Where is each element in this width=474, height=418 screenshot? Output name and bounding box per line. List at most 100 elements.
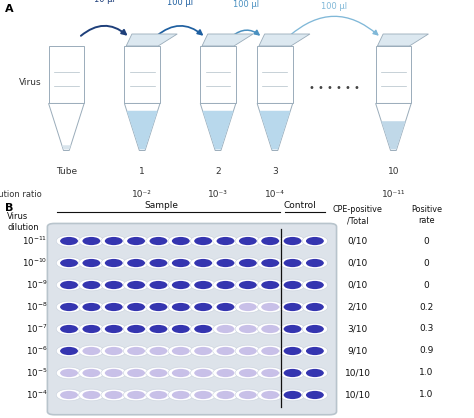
Circle shape	[302, 323, 328, 335]
Circle shape	[235, 257, 261, 269]
Circle shape	[127, 391, 145, 399]
Circle shape	[56, 235, 82, 247]
Circle shape	[239, 325, 257, 333]
Polygon shape	[200, 103, 236, 150]
Circle shape	[172, 325, 190, 333]
Circle shape	[239, 391, 257, 399]
Circle shape	[149, 259, 167, 267]
Circle shape	[56, 345, 82, 357]
Circle shape	[101, 323, 127, 335]
Text: 100 μl: 100 μl	[167, 0, 193, 7]
Text: $10^{-8}$: $10^{-8}$	[26, 301, 47, 313]
Text: 0/10: 0/10	[348, 258, 368, 268]
Text: 3/10: 3/10	[348, 324, 368, 334]
Text: 0: 0	[424, 237, 429, 245]
Circle shape	[82, 281, 100, 289]
Text: 10/10: 10/10	[345, 369, 371, 377]
FancyBboxPatch shape	[47, 224, 337, 415]
Circle shape	[105, 325, 123, 333]
Circle shape	[239, 259, 257, 267]
Circle shape	[306, 391, 324, 399]
Circle shape	[123, 367, 149, 379]
Circle shape	[105, 347, 123, 355]
Circle shape	[191, 389, 216, 401]
Text: Virus
dilution: Virus dilution	[7, 212, 39, 232]
Circle shape	[105, 391, 123, 399]
Circle shape	[127, 259, 145, 267]
Circle shape	[257, 279, 283, 291]
Circle shape	[213, 279, 238, 291]
Polygon shape	[259, 34, 310, 46]
Circle shape	[79, 345, 104, 357]
Text: $10^{-10}$: $10^{-10}$	[22, 257, 47, 269]
Circle shape	[283, 325, 301, 333]
Polygon shape	[48, 103, 84, 150]
Circle shape	[127, 325, 145, 333]
FancyBboxPatch shape	[257, 46, 292, 103]
Circle shape	[235, 235, 261, 247]
Circle shape	[302, 257, 328, 269]
Text: • • • • • •: • • • • • •	[309, 83, 360, 93]
Text: 10⁻¹¹: 10⁻¹¹	[382, 190, 405, 199]
Circle shape	[280, 345, 305, 357]
Text: Tube: Tube	[56, 167, 77, 176]
Circle shape	[306, 237, 324, 245]
Circle shape	[235, 345, 261, 357]
Circle shape	[172, 391, 190, 399]
Circle shape	[261, 369, 279, 377]
Circle shape	[194, 369, 212, 377]
Circle shape	[79, 301, 104, 313]
Circle shape	[79, 257, 104, 269]
Text: 9/10: 9/10	[348, 347, 368, 355]
Text: 0/10: 0/10	[348, 237, 368, 245]
Circle shape	[280, 235, 305, 247]
Circle shape	[82, 237, 100, 245]
Text: 1: 1	[139, 167, 145, 176]
Circle shape	[306, 303, 324, 311]
Circle shape	[261, 259, 279, 267]
Circle shape	[302, 367, 328, 379]
Circle shape	[127, 281, 145, 289]
Circle shape	[306, 369, 324, 377]
Text: Sample: Sample	[145, 201, 179, 210]
Circle shape	[82, 325, 100, 333]
Circle shape	[101, 367, 127, 379]
Circle shape	[213, 257, 238, 269]
Circle shape	[280, 323, 305, 335]
Circle shape	[123, 235, 149, 247]
Circle shape	[191, 345, 216, 357]
Circle shape	[149, 281, 167, 289]
Circle shape	[56, 279, 82, 291]
Polygon shape	[202, 34, 253, 46]
FancyBboxPatch shape	[124, 46, 160, 103]
Circle shape	[168, 345, 193, 357]
Circle shape	[194, 347, 212, 355]
Polygon shape	[377, 34, 428, 46]
Circle shape	[127, 347, 145, 355]
Circle shape	[302, 301, 328, 313]
Circle shape	[172, 259, 190, 267]
Circle shape	[280, 257, 305, 269]
Circle shape	[56, 257, 82, 269]
Circle shape	[123, 323, 149, 335]
Circle shape	[191, 323, 216, 335]
Polygon shape	[257, 103, 292, 150]
Text: B: B	[5, 203, 13, 213]
Circle shape	[235, 279, 261, 291]
Circle shape	[239, 281, 257, 289]
Circle shape	[306, 347, 324, 355]
Polygon shape	[381, 121, 406, 150]
Circle shape	[283, 259, 301, 267]
Circle shape	[101, 279, 127, 291]
Polygon shape	[126, 34, 177, 46]
Text: $10^{-11}$: $10^{-11}$	[22, 235, 47, 247]
Circle shape	[306, 325, 324, 333]
Circle shape	[101, 345, 127, 357]
Circle shape	[302, 345, 328, 357]
Circle shape	[82, 391, 100, 399]
Circle shape	[82, 347, 100, 355]
Circle shape	[283, 391, 301, 399]
Circle shape	[213, 323, 238, 335]
Circle shape	[283, 303, 301, 311]
Circle shape	[123, 301, 149, 313]
